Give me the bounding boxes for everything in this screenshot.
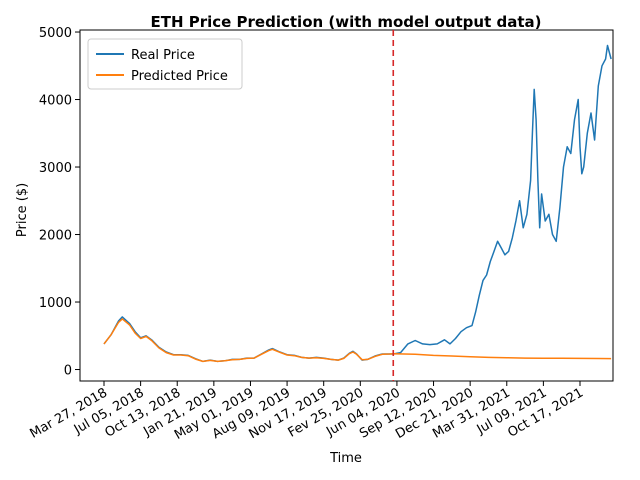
plot-frame xyxy=(79,29,614,382)
plot-area xyxy=(79,29,614,382)
legend-box xyxy=(87,38,243,90)
y-tick-label: 4000 xyxy=(39,94,72,109)
y-tick-label: 1000 xyxy=(39,296,72,311)
x-axis-label: Time xyxy=(329,451,362,466)
legend-label-predicted-price: Predicted Price xyxy=(131,69,228,84)
series-line-real-price xyxy=(103,44,612,363)
legend: Real Price Predicted Price xyxy=(87,38,243,90)
series-line-predicted-price xyxy=(103,318,612,363)
legend-label-real-price: Real Price xyxy=(131,48,195,63)
y-tick-label: 3000 xyxy=(39,161,72,176)
y-tick-label: 5000 xyxy=(39,26,72,41)
y-tick-label: 2000 xyxy=(39,229,72,244)
y-axis-label: Price ($) xyxy=(15,183,30,237)
y-axis: 0 1000 2000 3000 4000 5000 xyxy=(39,26,80,379)
series-layer xyxy=(103,44,612,363)
chart-title: ETH Price Prediction (with model output … xyxy=(150,13,541,31)
y-tick-label: 0 xyxy=(64,364,72,379)
